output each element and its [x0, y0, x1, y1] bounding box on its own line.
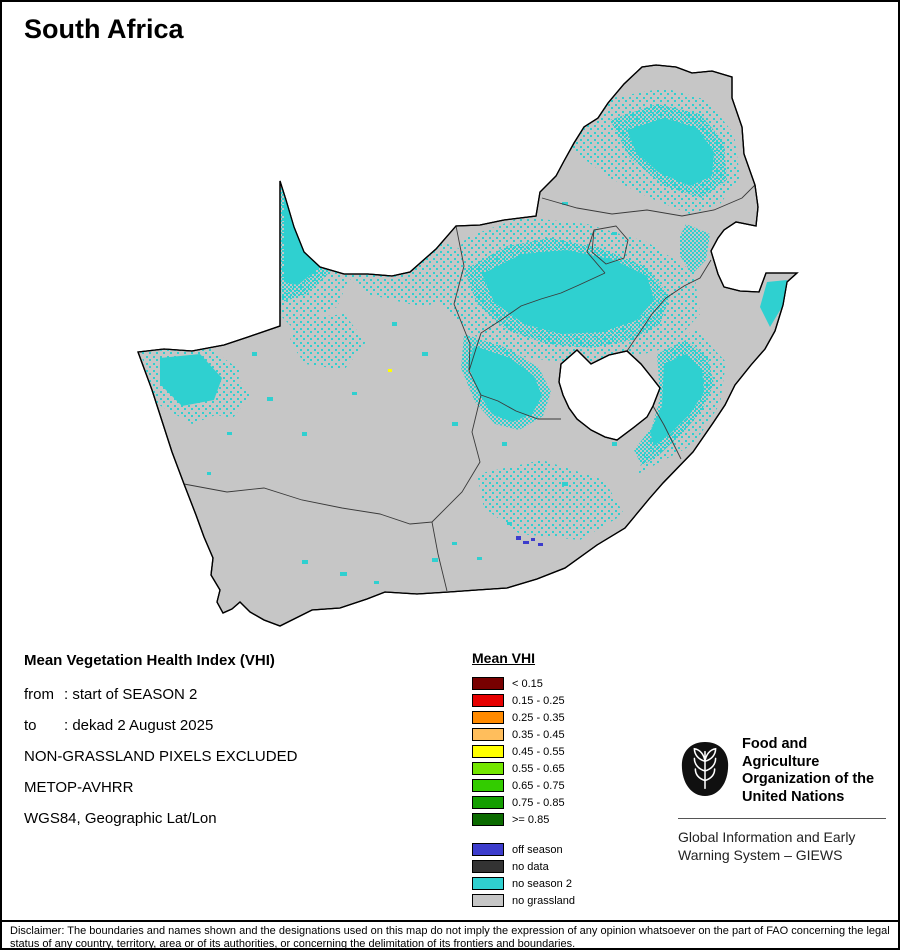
- legend-row: 0.45 - 0.55: [472, 743, 575, 760]
- legend-row: 0.15 - 0.25: [472, 692, 575, 709]
- legend-gap: [472, 828, 575, 841]
- legend-row: >= 0.85: [472, 811, 575, 828]
- legend-row-label: 0.25 - 0.35: [512, 711, 565, 724]
- vhi-pixel: [388, 369, 392, 372]
- country-outline: [137, 64, 799, 627]
- bottom-separator: [2, 920, 898, 922]
- metadata-from-label: from: [24, 686, 54, 703]
- page-title: South Africa: [24, 14, 184, 44]
- province-boundaries: [183, 184, 756, 592]
- legend-swatch: [472, 728, 504, 741]
- fao-org-name: Food and Agriculture Organization of the…: [742, 736, 875, 806]
- legend-title: Mean VHI: [472, 650, 536, 666]
- giews-name: Global Information and Early Warning Sys…: [678, 828, 856, 863]
- legend-row: 0.55 - 0.65: [472, 760, 575, 777]
- disclaimer-text: Disclaimer: The boundaries and names sho…: [10, 925, 890, 950]
- map-metadata: Mean Vegetation Health Index (VHI) from:…: [24, 652, 297, 841]
- legend-row: no season 2: [472, 875, 575, 892]
- legend-row-label: 0.55 - 0.65: [512, 762, 565, 775]
- metadata-from-value: : start of SEASON 2: [64, 686, 198, 703]
- legend-swatch: [472, 677, 504, 690]
- legend-row: off season: [472, 841, 575, 858]
- metadata-to-value: : dekad 2 August 2025: [64, 717, 214, 734]
- legend-swatch: [472, 877, 504, 890]
- fao-header: Food and Agriculture Organization of the…: [678, 736, 886, 807]
- legend-row-label: 0.35 - 0.45: [512, 728, 565, 741]
- legend-row-label: 0.15 - 0.25: [512, 694, 565, 707]
- metadata-from: from : start of SEASON 2: [24, 686, 297, 703]
- legend-row: 0.35 - 0.45: [472, 726, 575, 743]
- fao-logo-icon: [678, 740, 732, 803]
- metadata-to-label: to: [24, 717, 37, 734]
- legend-row-label: 0.65 - 0.75: [512, 779, 565, 792]
- legend-row: < 0.15: [472, 675, 575, 692]
- legend-row-label: 0.45 - 0.55: [512, 745, 565, 758]
- fao-block: Food and Agriculture Organization of the…: [678, 736, 886, 864]
- legend-swatch: [472, 894, 504, 907]
- legend-swatch: [472, 694, 504, 707]
- legend-row-label: 0.75 - 0.85: [512, 796, 565, 809]
- legend-row-label: < 0.15: [512, 677, 543, 690]
- south-africa-map: [137, 64, 799, 627]
- legend-swatch: [472, 796, 504, 809]
- vhi-legend: Mean VHI < 0.15 0.15 - 0.25 0.25 - 0.35 …: [472, 650, 575, 909]
- legend-row: no data: [472, 858, 575, 875]
- legend-swatch: [472, 860, 504, 873]
- legend-row-label: no data: [512, 860, 549, 873]
- legend-row-label: no grassland: [512, 894, 575, 907]
- legend-swatch: [472, 711, 504, 724]
- metadata-note-projection: WGS84, Geographic Lat/Lon: [24, 810, 217, 827]
- metadata-heading: Mean Vegetation Health Index (VHI): [24, 652, 275, 669]
- legend-row: 0.75 - 0.85: [472, 794, 575, 811]
- legend-row-label: off season: [512, 843, 563, 856]
- legend-swatch: [472, 843, 504, 856]
- legend-swatch: [472, 813, 504, 826]
- off-season-pixels: [516, 536, 543, 546]
- legend-row-label: no season 2: [512, 877, 572, 890]
- metadata-note-pixels: NON-GRASSLAND PIXELS EXCLUDED: [24, 748, 298, 765]
- metadata-to: to : dekad 2 August 2025: [24, 717, 297, 734]
- legend-swatch: [472, 762, 504, 775]
- legend-row: 0.25 - 0.35: [472, 709, 575, 726]
- legend-row-label: >= 0.85: [512, 813, 550, 826]
- legend-swatch: [472, 745, 504, 758]
- legend-row: 0.65 - 0.75: [472, 777, 575, 794]
- legend-swatch: [472, 779, 504, 792]
- legend-row: no grassland: [472, 892, 575, 909]
- fao-divider: [678, 817, 886, 819]
- metadata-note-sensor: METOP-AVHRR: [24, 779, 134, 796]
